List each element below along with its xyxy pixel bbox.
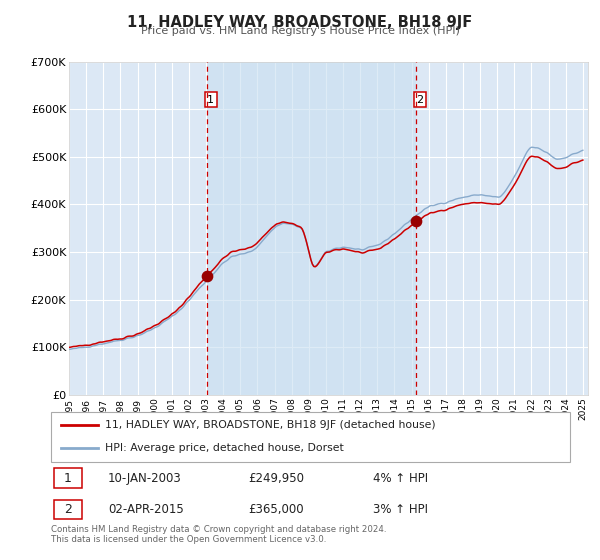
Text: 4% ↑ HPI: 4% ↑ HPI [373,472,428,485]
FancyBboxPatch shape [53,468,82,488]
Point [411,217,421,226]
FancyBboxPatch shape [51,412,570,462]
Text: 2: 2 [416,95,424,105]
FancyBboxPatch shape [53,500,82,520]
Text: Price paid vs. HM Land Registry's House Price Index (HPI): Price paid vs. HM Land Registry's House … [140,26,460,36]
Text: 11, HADLEY WAY, BROADSTONE, BH18 9JF: 11, HADLEY WAY, BROADSTONE, BH18 9JF [127,15,473,30]
Text: Contains HM Land Registry data © Crown copyright and database right 2024.
This d: Contains HM Land Registry data © Crown c… [51,525,386,544]
Text: 02-APR-2015: 02-APR-2015 [108,503,184,516]
Text: £249,950: £249,950 [248,472,304,485]
Text: 11, HADLEY WAY, BROADSTONE, BH18 9JF (detached house): 11, HADLEY WAY, BROADSTONE, BH18 9JF (de… [106,420,436,430]
Text: 3% ↑ HPI: 3% ↑ HPI [373,503,428,516]
Bar [206,62,416,395]
Text: 1: 1 [64,472,72,485]
Text: HPI: Average price, detached house, Dorset: HPI: Average price, detached house, Dors… [106,444,344,454]
Text: 10-JAN-2003: 10-JAN-2003 [108,472,182,485]
Text: 2: 2 [64,503,72,516]
Text: 1: 1 [208,95,214,105]
Text: £365,000: £365,000 [248,503,304,516]
Point [202,272,211,281]
